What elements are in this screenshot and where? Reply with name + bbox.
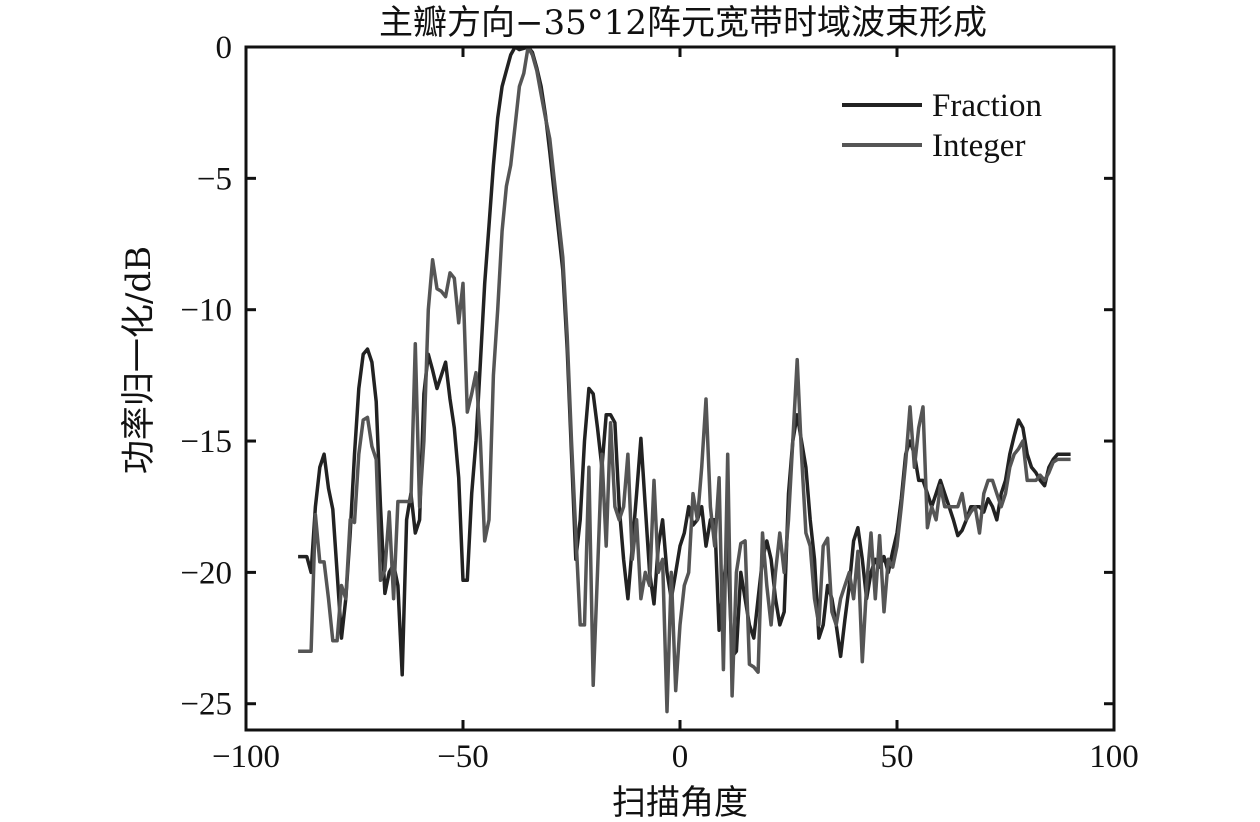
legend: Fraction Integer bbox=[842, 88, 1042, 164]
x-tick-label: 100 bbox=[1089, 739, 1139, 775]
x-tick-label: 50 bbox=[881, 739, 914, 775]
y-tick-label: −15 bbox=[180, 424, 232, 460]
x-tick-label: −50 bbox=[437, 739, 489, 775]
series-line-fraction bbox=[298, 47, 1071, 677]
y-axis: 0 −5 −10 −15 −20 −25 bbox=[180, 30, 1114, 723]
legend-label-fraction: Fraction bbox=[932, 88, 1042, 124]
y-tick-label: −10 bbox=[180, 293, 232, 329]
x-axis: −100 −50 0 50 100 bbox=[212, 47, 1139, 775]
y-tick-label: −20 bbox=[180, 555, 232, 591]
x-axis-label: 扫描角度 bbox=[612, 783, 748, 822]
x-tick-label: −100 bbox=[212, 739, 280, 775]
y-tick-label: −25 bbox=[180, 687, 232, 723]
chart-title: 主瓣方向−35°12阵元宽带时域波束形成 bbox=[379, 3, 987, 43]
y-tick-label: −5 bbox=[197, 161, 232, 197]
series-layer bbox=[298, 47, 1071, 714]
legend-label-integer: Integer bbox=[932, 128, 1025, 164]
y-axis-label: 功率归一化/dB bbox=[119, 246, 159, 474]
x-tick-label: 0 bbox=[672, 739, 689, 775]
series-line-integer bbox=[298, 47, 1071, 714]
y-tick-label: 0 bbox=[216, 30, 233, 66]
